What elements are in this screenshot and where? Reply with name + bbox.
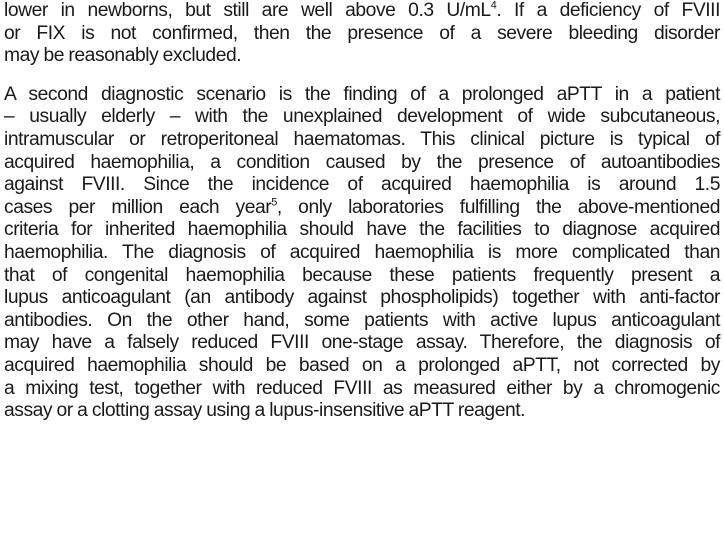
text-line: – usually elderly – with the unexplained… — [4, 106, 720, 128]
text-line: lower in newborns, but still are well ab… — [4, 0, 720, 21]
text-line: that of congenital haemophilia because t… — [4, 264, 720, 286]
text-line: against FVIII. Since the incidence of ac… — [4, 174, 720, 196]
text-line: haemophilia. The diagnosis of acquired h… — [4, 241, 720, 263]
text-line: criteria for inherited haemophilia shoul… — [4, 219, 720, 241]
text-line: lupus anticoagulant (an antibody against… — [4, 287, 720, 309]
text-line: or FIX is not confirmed, then the presen… — [4, 22, 720, 44]
text-line: intramuscular or retroperitoneal haemato… — [4, 128, 720, 150]
citation-superscript: 4 — [490, 0, 497, 12]
citation-superscript: 5 — [271, 196, 277, 209]
text-line: may have a falsely reduced FVIII one-sta… — [4, 332, 720, 354]
paragraph-2: A second diagnostic scenario is the find… — [4, 84, 720, 423]
text-line: cases per million each year5, only labor… — [4, 196, 720, 218]
paragraph-1: lower in newborns, but still are well ab… — [4, 0, 720, 68]
text-line: acquired haemophilia, a condition caused… — [4, 151, 720, 173]
text-line: a mixing test, together with reduced FVI… — [4, 377, 720, 399]
text-line: antibodies. On the other hand, some pati… — [4, 309, 720, 331]
text-line: A second diagnostic scenario is the find… — [4, 83, 720, 105]
document-page: lower in newborns, but still are well ab… — [4, 0, 720, 423]
text-line: assay or a clotting assay using a lupus-… — [4, 400, 526, 422]
text-line: may be reasonably excluded. — [4, 45, 242, 67]
text-line: acquired haemophilia should be based on … — [4, 354, 720, 376]
